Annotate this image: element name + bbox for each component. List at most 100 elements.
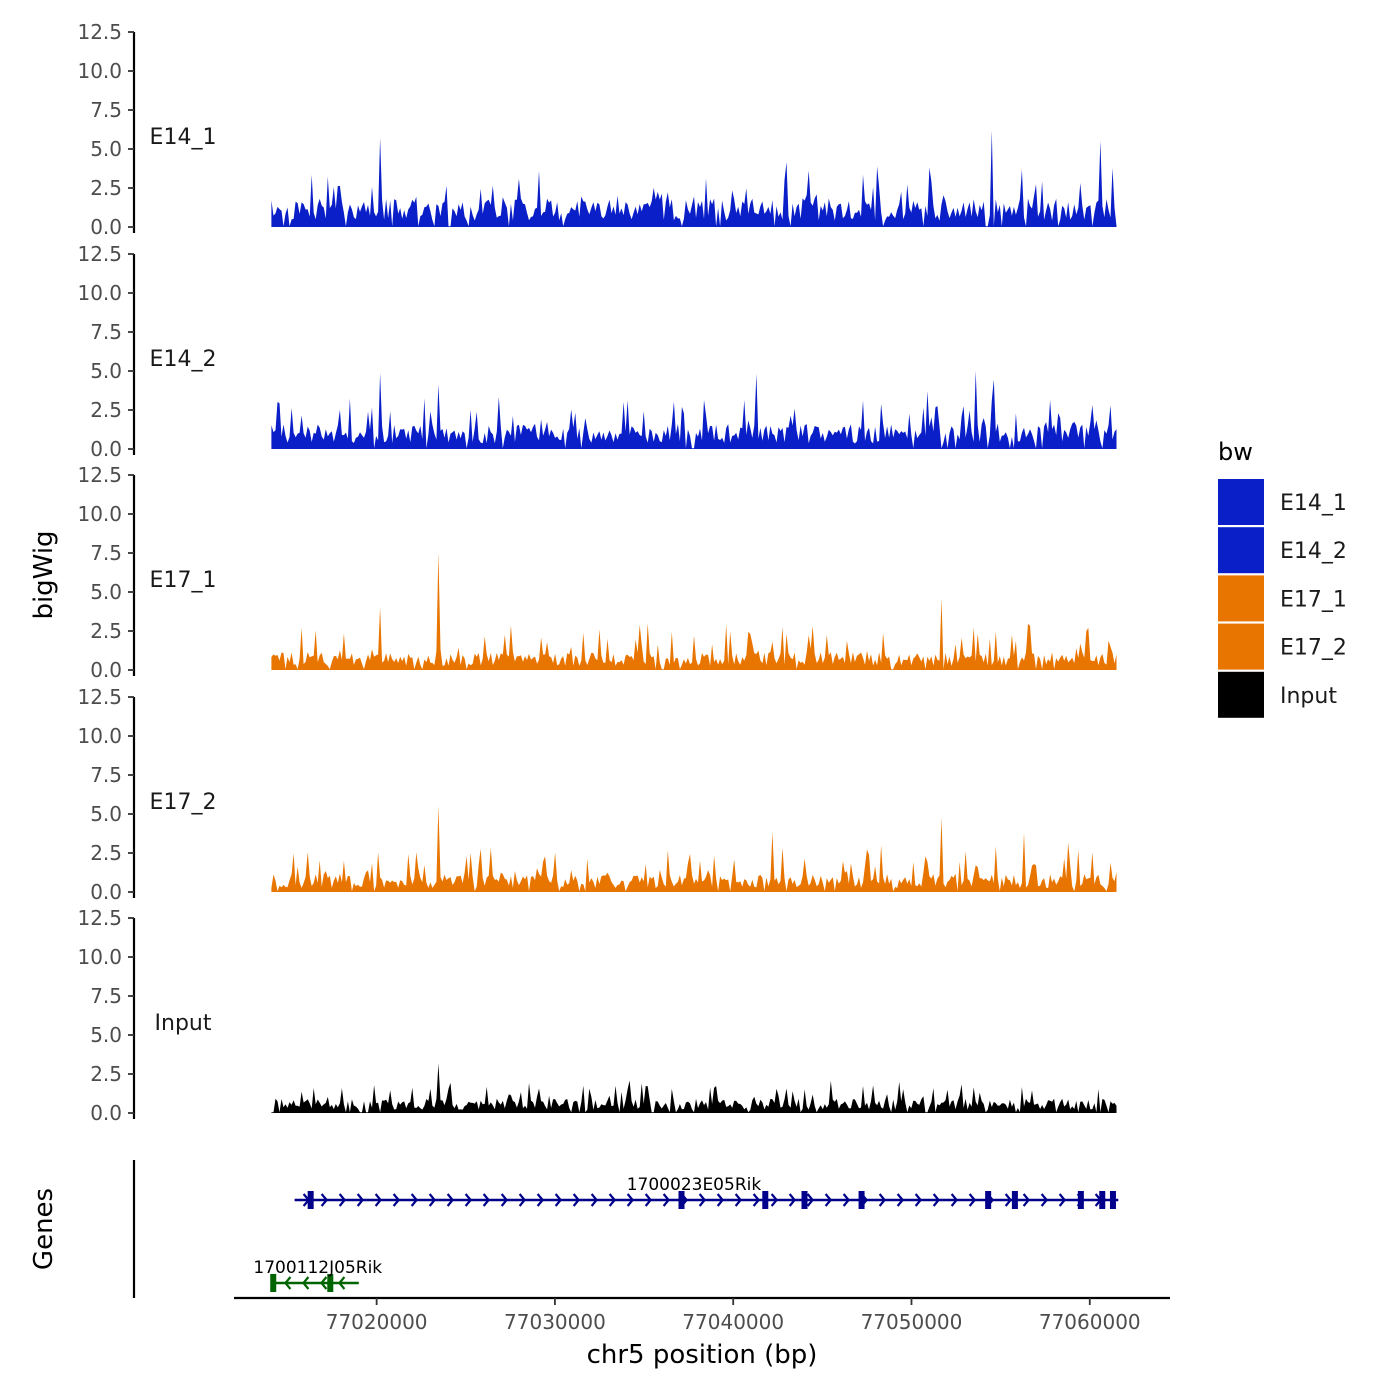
- strand-chevron: [572, 1193, 581, 1207]
- y-tick-label: 12.5: [77, 20, 122, 44]
- signal-area-E17_2: [271, 805, 1117, 892]
- strand-chevron: [914, 1193, 923, 1207]
- y-tick-label: 0.0: [90, 880, 122, 904]
- strand-chevron: [518, 1193, 527, 1207]
- y-tick-label: 2.5: [90, 398, 122, 422]
- strand-chevron: [1040, 1193, 1049, 1207]
- strand-chevron: [500, 1193, 509, 1207]
- legend-label-E14_1: E14_1: [1280, 491, 1347, 516]
- strand-chevron: [824, 1193, 833, 1207]
- legend-swatch-E17_1: [1218, 575, 1264, 622]
- legend-swatch-E14_1: [1218, 479, 1264, 525]
- strand-chevron: [626, 1193, 635, 1207]
- gene-1700112J05Rik: 1700112J05Rik: [253, 1258, 382, 1292]
- y-axis-title: bigWig: [29, 530, 59, 619]
- exon: [307, 1191, 314, 1209]
- gene-1700023E05Rik: 1700023E05Rik: [294, 1175, 1119, 1209]
- exon: [1109, 1191, 1116, 1209]
- strand-chevron: [284, 1276, 292, 1290]
- strand-chevron: [770, 1193, 779, 1207]
- exon: [1077, 1191, 1084, 1209]
- x-tick-label: 77040000: [682, 1310, 784, 1334]
- signal-area-Input: [271, 1063, 1117, 1113]
- exon: [1099, 1191, 1106, 1209]
- strand-chevron: [842, 1193, 851, 1207]
- strand-chevron: [320, 1276, 328, 1290]
- strand-chevron: [554, 1193, 563, 1207]
- strand-chevron: [302, 1276, 310, 1290]
- y-tick-label: 10.0: [77, 724, 122, 748]
- strand-chevron: [878, 1193, 887, 1207]
- strand-chevron: [392, 1193, 401, 1207]
- exon: [327, 1274, 334, 1292]
- track-label-E17_2: E17_2: [150, 790, 217, 815]
- legend-label-E17_2: E17_2: [1280, 636, 1347, 661]
- y-tick-label: 7.5: [90, 984, 122, 1008]
- y-tick-label: 5.0: [90, 359, 122, 383]
- y-tick-label: 2.5: [90, 841, 122, 865]
- y-tick-label: 0.0: [90, 1101, 122, 1125]
- y-tick-label: 5.0: [90, 1023, 122, 1047]
- y-tick-label: 12.5: [77, 906, 122, 930]
- strand-chevron: [590, 1193, 599, 1207]
- strand-chevron: [734, 1193, 743, 1207]
- legend-title: bw: [1218, 438, 1253, 466]
- signal-area-E14_2: [271, 371, 1117, 449]
- x-axis-title: chr5 position (bp): [587, 1340, 818, 1370]
- y-tick-label: 2.5: [90, 176, 122, 200]
- gene-label-1700023E05Rik: 1700023E05Rik: [627, 1175, 762, 1195]
- strand-chevron: [1058, 1193, 1067, 1207]
- gene-label-1700112J05Rik: 1700112J05Rik: [253, 1258, 382, 1278]
- legend-label-Input: Input: [1280, 684, 1337, 709]
- strand-chevron: [374, 1193, 383, 1207]
- y-tick-label: 10.0: [77, 281, 122, 305]
- strand-chevron: [356, 1193, 365, 1207]
- y-tick-label: 7.5: [90, 98, 122, 122]
- y-tick-label: 10.0: [77, 59, 122, 83]
- strand-chevron: [608, 1193, 617, 1207]
- strand-chevron: [1022, 1193, 1031, 1207]
- y-tick-label: 2.5: [90, 619, 122, 643]
- strand-chevron: [644, 1193, 653, 1207]
- y-tick-label: 5.0: [90, 580, 122, 604]
- y-tick-label: 10.0: [77, 502, 122, 526]
- signal-area-E17_1: [271, 552, 1117, 670]
- track-E17_1: 0.0 2.5 5.0 7.5 10.0 12.5 E17_1: [77, 463, 1117, 682]
- y-tick-label: 12.5: [77, 463, 122, 487]
- y-tick-label: 5.0: [90, 802, 122, 826]
- x-tick-label: 77020000: [326, 1310, 428, 1334]
- track-E14_1: 0.0 2.5 5.0 7.5 10.0 12.5 E14_1: [77, 20, 1117, 239]
- strand-chevron: [806, 1193, 815, 1207]
- track-label-E17_1: E17_1: [150, 568, 217, 593]
- track-Input: 0.0 2.5 5.0 7.5 10.0 12.5 Input: [77, 906, 1117, 1125]
- x-tick-label: 77060000: [1039, 1310, 1141, 1334]
- genes-axis-title: Genes: [29, 1188, 59, 1270]
- exon: [1011, 1191, 1018, 1209]
- y-tick-label: 2.5: [90, 1062, 122, 1086]
- strand-chevron: [320, 1193, 329, 1207]
- legend-swatch-E17_2: [1218, 623, 1264, 670]
- track-label-Input: Input: [155, 1011, 212, 1036]
- exon: [858, 1191, 865, 1209]
- track-E17_2: 0.0 2.5 5.0 7.5 10.0 12.5 E17_2: [77, 685, 1117, 904]
- track-E14_2: 0.0 2.5 5.0 7.5 10.0 12.5 E14_2: [77, 242, 1117, 461]
- exon: [762, 1191, 769, 1209]
- y-tick-label: 7.5: [90, 320, 122, 344]
- strand-chevron: [752, 1193, 761, 1207]
- x-axis: 77020000 77030000 77040000 77050000 77060000: [234, 1296, 1170, 1334]
- y-tick-label: 12.5: [77, 242, 122, 266]
- x-tick-label: 77050000: [861, 1310, 963, 1334]
- strand-chevron: [464, 1193, 473, 1207]
- strand-chevron: [698, 1193, 707, 1207]
- legend-label-E17_1: E17_1: [1280, 587, 1347, 612]
- strand-chevron: [482, 1193, 491, 1207]
- x-tick-label: 77030000: [504, 1310, 606, 1334]
- legend: bw E14_1 E14_2 E17_1 E17_2 Input: [1218, 438, 1347, 718]
- strand-chevron: [410, 1193, 419, 1207]
- y-tick-label: 12.5: [77, 685, 122, 709]
- legend-label-E14_2: E14_2: [1280, 539, 1347, 564]
- y-tick-label: 0.0: [90, 215, 122, 239]
- y-tick-label: 5.0: [90, 137, 122, 161]
- y-tick-label: 10.0: [77, 945, 122, 969]
